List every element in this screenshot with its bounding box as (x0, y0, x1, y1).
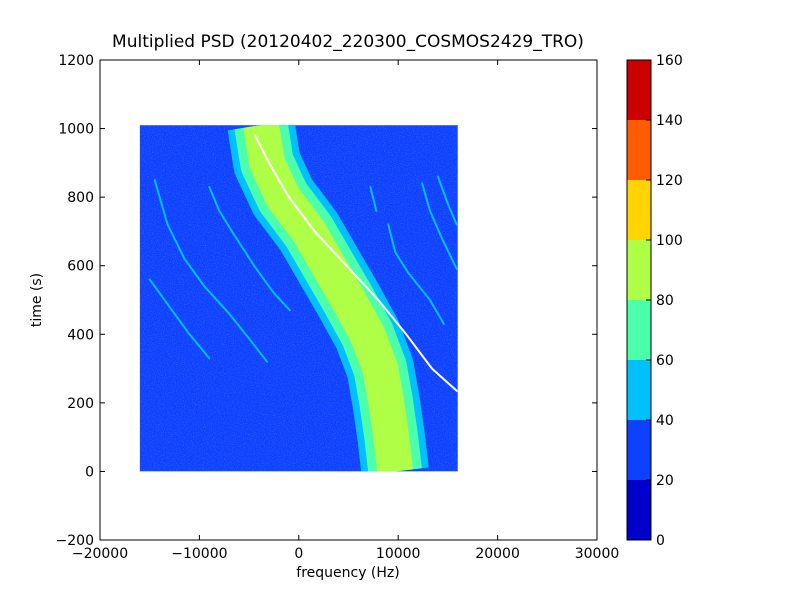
x-tick-label: 0 (294, 546, 303, 562)
x-axis-label: frequency (Hz) (296, 565, 399, 581)
colorbar: 0 20 40 60 80 100 120 140 160 (626, 53, 683, 549)
y-tick-label: 1200 (58, 53, 94, 69)
white-trace (254, 134, 458, 392)
colorbar-segment (627, 300, 651, 360)
chart-title: Multiplied PSD (20120402_220300_COSMOS24… (112, 32, 584, 52)
colorbar-segment (627, 480, 651, 540)
y-axis-label: time (s) (29, 273, 45, 327)
y-ticks: −200 0 200 400 600 800 1000 1200 (56, 53, 597, 549)
colorbar-tick-label: 160 (656, 53, 683, 69)
colorbar-tick-label: 80 (656, 293, 674, 309)
x-tick-label: −20000 (72, 546, 128, 562)
faint-trace-6 (421, 182, 458, 271)
y-tick-label: 400 (67, 327, 94, 343)
faint-trace-7 (437, 175, 458, 226)
colorbar-segment (627, 420, 651, 480)
colorbar-tick-label: 20 (656, 473, 674, 489)
colorbar-segment (627, 60, 651, 120)
x-ticks: −20000 −10000 0 10000 20000 30000 (72, 60, 619, 562)
faint-trace-1 (153, 179, 268, 363)
colorbar-segment (627, 360, 651, 420)
x-tick-label: 20000 (475, 546, 520, 562)
faint-trace-5 (387, 223, 445, 325)
colorbar-segment (627, 180, 651, 240)
y-tick-label: 0 (85, 464, 94, 480)
faint-trace-3 (208, 185, 291, 312)
plot-area: −20000 −10000 0 10000 20000 30000 −200 0 200 400… (56, 53, 620, 562)
colorbar-segments (627, 60, 651, 540)
y-tick-label: 600 (67, 259, 94, 275)
colorbar-segment (627, 240, 651, 300)
y-tick-label: −200 (56, 533, 94, 549)
colorbar-segment (627, 120, 651, 180)
y-tick-label: 800 (67, 190, 94, 206)
colorbar-tick-label: 40 (656, 413, 674, 429)
colorbar-tick-label: 140 (656, 113, 683, 129)
y-tick-label: 1000 (58, 122, 94, 138)
y-tick-label: 200 (67, 396, 94, 412)
x-tick-label: −10000 (171, 546, 227, 562)
colorbar-tick-label: 60 (656, 353, 674, 369)
colorbar-tick-label: 0 (656, 533, 665, 549)
colorbar-tick-label: 100 (656, 233, 683, 249)
faint-trace-2 (148, 278, 211, 360)
colorbar-tick-label: 120 (656, 173, 683, 189)
faint-trace-4 (369, 185, 378, 212)
psd-heatmap (139, 125, 458, 472)
plot-frame (99, 59, 598, 541)
main-band-layer-3 (243, 125, 413, 472)
colorbar-ticks: 0 20 40 60 80 100 120 140 160 (646, 53, 683, 549)
x-tick-label: 30000 (575, 546, 620, 562)
x-tick-label: 10000 (376, 546, 421, 562)
